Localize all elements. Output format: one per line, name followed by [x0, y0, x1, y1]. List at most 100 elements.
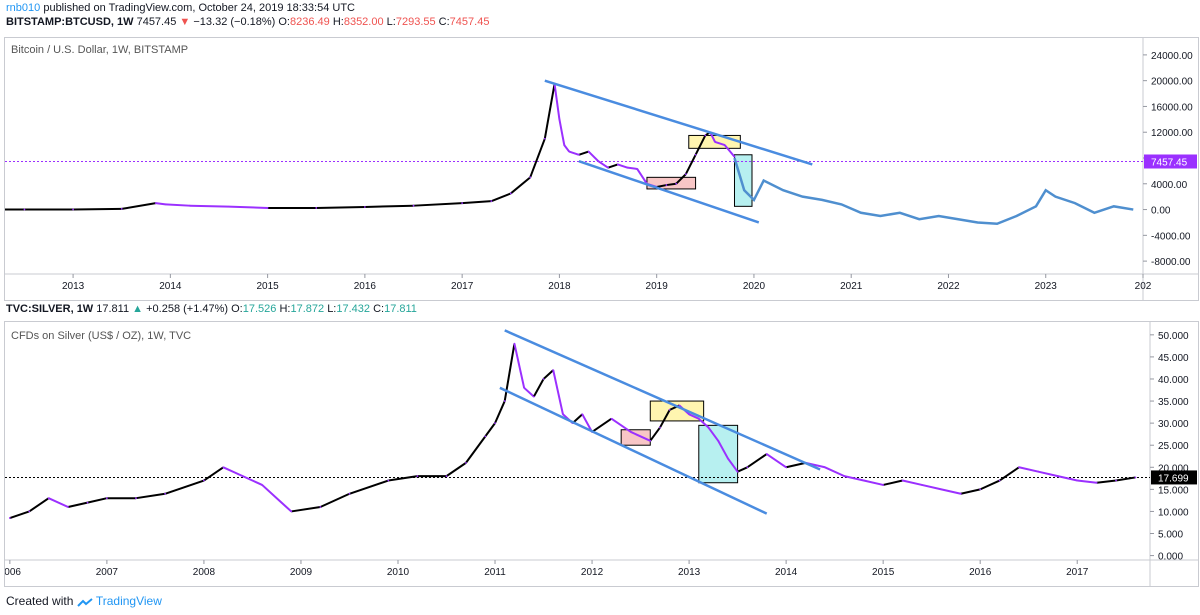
price-point	[746, 466, 749, 469]
x-tick-label: 2012	[581, 567, 604, 578]
price-segment	[688, 413, 700, 420]
last-price-label: 17.699	[1158, 473, 1189, 484]
price-point	[736, 470, 739, 473]
author-link[interactable]: rnb010	[6, 2, 41, 14]
price-point	[319, 506, 322, 508]
price-point	[675, 182, 678, 185]
price-point	[28, 510, 31, 513]
price-point	[668, 408, 671, 411]
silver-change: +0.258 (+1.47%)	[146, 303, 229, 315]
silver-chart[interactable]: 50.000 45.000 40.000 35.000 30.000 25.000 20.0…	[5, 322, 1198, 586]
price-segment	[523, 387, 535, 398]
price-point	[542, 378, 545, 380]
btc-description: Bitcoin / U.S. Dollar, 1W, BITSTAMP	[11, 44, 189, 56]
price-segment	[844, 475, 864, 482]
price-point	[227, 205, 230, 208]
price-point	[280, 501, 283, 504]
btc-chart[interactable]: 24000.0020000.0016000.0012000.008000.004…	[5, 38, 1198, 300]
price-point	[203, 479, 205, 482]
price-segment	[413, 202, 463, 207]
price-point	[72, 208, 74, 211]
highlight-box-yellow	[649, 400, 705, 422]
up-arrow-icon: ▲	[132, 303, 144, 315]
x-tick-label: 2009	[290, 567, 313, 578]
price-point	[733, 155, 736, 158]
price-point	[714, 140, 716, 143]
price-point	[998, 479, 1001, 482]
price-segment	[627, 166, 638, 170]
price-point	[577, 153, 580, 156]
price-segment	[717, 440, 729, 459]
price-point	[697, 417, 700, 420]
price-segment	[707, 426, 720, 442]
silver-chart-panel[interactable]: CFDs on Silver (US$ / OZ), 1W, TVC 50.00…	[4, 321, 1199, 587]
price-segment	[388, 475, 418, 482]
price-segment	[694, 134, 707, 156]
price-point	[649, 439, 652, 442]
price-segment	[921, 483, 942, 491]
x-tick-label: 2017	[451, 281, 474, 292]
price-point	[940, 488, 943, 491]
price-point	[348, 492, 351, 495]
price-point	[626, 166, 629, 169]
price-segment	[591, 417, 613, 433]
x-tick-label: 2014	[775, 567, 798, 578]
x-tick-label: 202	[1135, 281, 1152, 292]
price-segment	[155, 202, 166, 206]
silver-low-label: L:	[327, 303, 337, 315]
price-point	[241, 475, 244, 478]
price-point	[484, 435, 487, 438]
price-point	[843, 475, 846, 478]
price-segment	[581, 413, 593, 433]
y-tick-label: 15.000	[1158, 485, 1189, 496]
price-point	[164, 203, 167, 206]
price-point	[707, 426, 710, 429]
price-segment	[746, 453, 768, 469]
btc-symbol[interactable]: BITSTAMP:BTCUSD, 1W	[6, 16, 134, 28]
price-segment	[349, 479, 389, 495]
price-segment	[1057, 475, 1078, 482]
price-point	[461, 202, 464, 205]
price-segment	[617, 163, 628, 169]
x-tick-label: 2010	[387, 567, 410, 578]
x-tick-label: 2015	[872, 567, 895, 578]
price-point	[727, 457, 729, 460]
btc-header: BITSTAMP:BTCUSD, 1W 7457.45 ▼ −13.32 (−0…	[6, 16, 489, 30]
down-arrow-icon: ▼	[179, 16, 191, 28]
silver-symbol[interactable]: TVC:SILVER, 1W	[6, 303, 94, 315]
price-segment	[67, 501, 88, 508]
price-segment	[979, 479, 1001, 491]
y-tick-label: -4000.00	[1151, 231, 1191, 242]
price-point	[1037, 470, 1040, 473]
btc-high-label: H:	[332, 16, 344, 28]
price-segment	[727, 457, 739, 473]
price-point	[1076, 479, 1079, 482]
price-point	[665, 184, 668, 186]
price-segment	[666, 182, 677, 187]
btc-chart-panel[interactable]: Bitcoin / U.S. Dollar, 1W, BITSTAMP 2400…	[4, 37, 1199, 301]
price-point	[529, 176, 532, 179]
y-tick-label: 0.00	[1151, 206, 1171, 217]
price-point	[785, 466, 788, 469]
tradingview-link[interactable]: TradingView	[95, 594, 162, 608]
price-point	[616, 163, 619, 166]
price-point	[135, 497, 137, 500]
y-tick-label: 0.000	[1158, 552, 1183, 563]
forecast-series	[733, 157, 1134, 225]
x-tick-label: 2021	[840, 281, 863, 292]
price-segment	[462, 200, 492, 205]
price-segment	[513, 343, 526, 389]
price-segment	[607, 163, 619, 169]
price-point	[688, 413, 690, 416]
btc-low-label: L:	[386, 16, 396, 28]
price-segment	[319, 492, 350, 508]
price-point	[86, 501, 89, 504]
x-tick-label: 2011	[484, 567, 506, 578]
price-segment	[48, 497, 69, 508]
price-segment	[164, 479, 205, 495]
y-tick-label: 45.000	[1158, 353, 1189, 364]
y-tick-label: 24000.00	[1151, 51, 1193, 62]
price-segment	[999, 466, 1020, 482]
price-segment	[563, 144, 570, 153]
btc-low: 7293.55	[395, 16, 436, 28]
